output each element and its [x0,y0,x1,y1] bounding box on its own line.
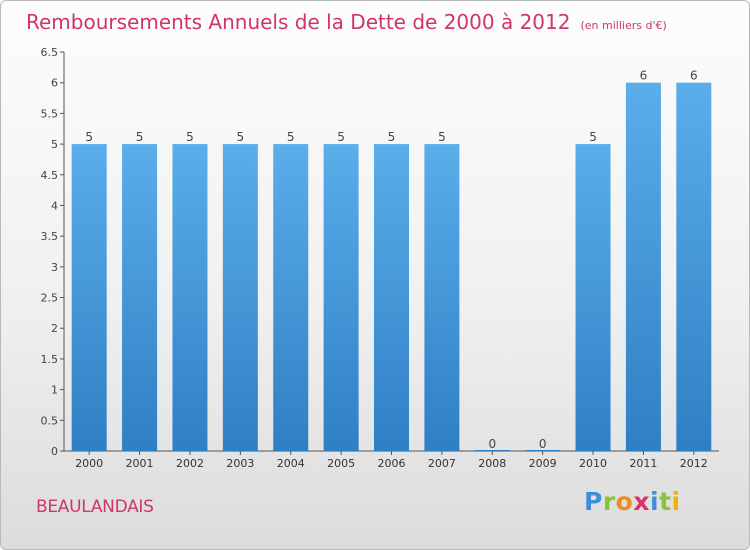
chart-title: Remboursements Annuels de la Dette de 20… [26,10,667,34]
x-tick-label: 2001 [126,457,154,470]
y-tick-label: 4.5 [41,169,59,182]
x-tick-label: 2005 [327,457,355,470]
y-tick-label: 5 [51,138,58,151]
bar-2001 [122,144,158,452]
unit-label: (en milliers d'€) [580,19,667,32]
bar-2002 [172,144,208,452]
y-tick-label: 2.5 [41,292,59,305]
x-tick-label: 2002 [176,457,204,470]
data-label: 6 [640,69,648,83]
y-tick-label: 6 [51,77,58,90]
bar-2006 [374,144,409,452]
logo-letter: P [584,487,603,516]
data-label: 0 [488,437,496,451]
x-tick-label: 2004 [277,457,305,470]
y-tick-label: 0 [51,445,58,458]
bar-2003 [222,144,258,452]
bar-2010 [575,144,611,452]
x-tick-label: 2003 [226,457,254,470]
x-tick-label: 2006 [378,457,406,470]
data-label: 5 [589,130,597,144]
bar-2007 [424,144,460,452]
logo-letter: i [671,487,681,516]
y-tick-label: 4 [51,199,58,212]
x-tick-label: 2012 [680,457,708,470]
data-label: 5 [388,130,396,144]
logo-letter: r [602,487,616,516]
logo-letter: x [633,487,650,516]
y-tick-label: 0.5 [41,414,59,427]
data-label: 5 [186,130,194,144]
data-label: 5 [337,130,345,144]
data-label: 0 [539,437,547,451]
data-label: 5 [136,130,144,144]
x-tick-label: 2009 [529,457,557,470]
y-tick-label: 3 [51,261,58,274]
data-label: 5 [438,130,446,144]
data-label: 5 [85,130,93,144]
x-tick-label: 2007 [428,457,456,470]
x-tick-label: 2000 [75,457,103,470]
bar-2011 [625,82,661,451]
bar-2004 [273,144,309,452]
y-tick-label: 2 [51,322,58,335]
y-tick-label: 1.5 [41,353,59,366]
data-label: 5 [237,130,245,144]
title-text: Remboursements Annuels de la Dette de 20… [26,10,571,34]
bar-2012 [676,82,712,451]
logo-letter: o [615,487,634,516]
x-tick-label: 2011 [629,457,657,470]
bar-2005 [323,144,359,452]
y-tick-label: 6.5 [41,46,59,59]
logo-letter: t [659,487,672,516]
logo-letter: i [650,487,660,516]
bar-2000 [71,144,107,452]
data-label: 6 [690,69,698,83]
data-label: 5 [287,130,295,144]
y-tick-label: 5.5 [41,107,59,120]
y-tick-label: 3.5 [41,230,59,243]
x-tick-label: 2010 [579,457,607,470]
y-tick-label: 1 [51,384,58,397]
commune-name: BEAULANDAIS [36,497,154,517]
x-tick-label: 2008 [478,457,506,470]
proxiti-logo: Proxiti [584,487,681,516]
